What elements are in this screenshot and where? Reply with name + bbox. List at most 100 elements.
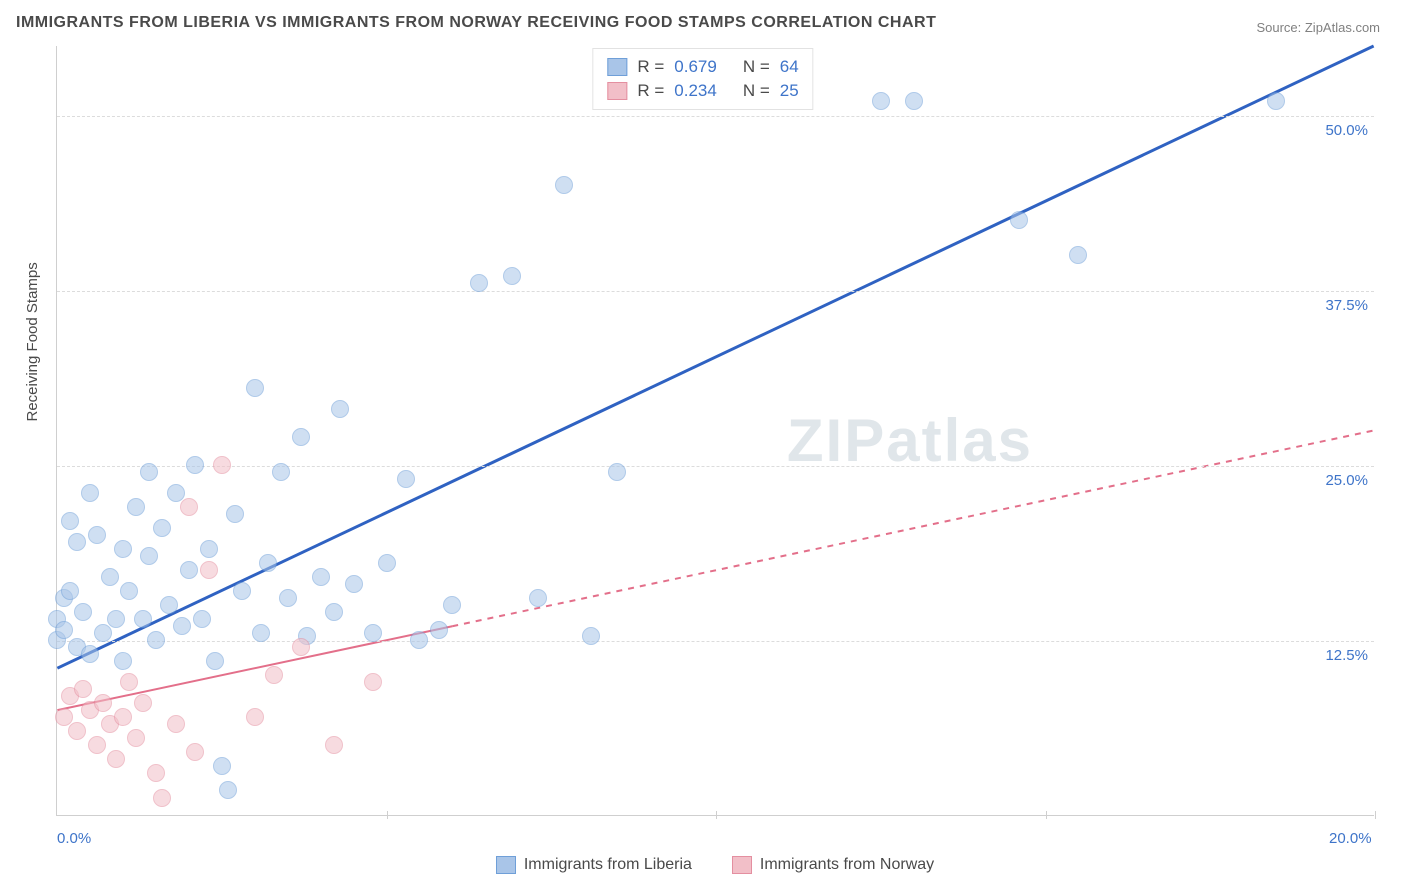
scatter-point-norway [114, 708, 132, 726]
scatter-point-liberia [213, 757, 231, 775]
x-tick-label: 20.0% [1329, 830, 1372, 847]
scatter-point-liberia [61, 512, 79, 530]
scatter-point-liberia [905, 92, 923, 110]
scatter-point-liberia [555, 176, 573, 194]
gridline [57, 641, 1374, 642]
trend-lines-layer [57, 46, 1374, 815]
x-tick [1046, 811, 1047, 819]
scatter-point-norway [180, 498, 198, 516]
scatter-point-liberia [430, 621, 448, 639]
y-tick-label: 50.0% [1325, 122, 1368, 139]
scatter-point-liberia [312, 568, 330, 586]
scatter-point-liberia [582, 627, 600, 645]
scatter-point-norway [200, 561, 218, 579]
legend-swatch [607, 58, 627, 76]
scatter-point-liberia [134, 610, 152, 628]
scatter-point-liberia [153, 519, 171, 537]
scatter-point-liberia [397, 470, 415, 488]
scatter-point-liberia [200, 540, 218, 558]
scatter-point-liberia [114, 652, 132, 670]
scatter-point-liberia [180, 561, 198, 579]
scatter-point-liberia [140, 547, 158, 565]
scatter-point-liberia [470, 274, 488, 292]
scatter-point-liberia [443, 596, 461, 614]
y-tick-label: 12.5% [1325, 647, 1368, 664]
chart-title: IMMIGRANTS FROM LIBERIA VS IMMIGRANTS FR… [16, 14, 936, 32]
scatter-point-norway [107, 750, 125, 768]
scatter-point-liberia [193, 610, 211, 628]
stat-n-label: N = [743, 57, 770, 77]
y-tick-label: 25.0% [1325, 472, 1368, 489]
stats-row-norway: R = 0.234N = 25 [607, 79, 798, 103]
scatter-point-norway [134, 694, 152, 712]
stat-r-label: R = [637, 57, 664, 77]
scatter-point-liberia [147, 631, 165, 649]
scatter-point-liberia [81, 645, 99, 663]
scatter-point-liberia [1267, 92, 1285, 110]
scatter-point-norway [213, 456, 231, 474]
scatter-point-liberia [81, 484, 99, 502]
legend-label: Immigrants from Liberia [524, 856, 692, 874]
scatter-point-liberia [68, 533, 86, 551]
scatter-plot: ZIPatlas 12.5%25.0%37.5%50.0%0.0%20.0% [56, 46, 1374, 816]
scatter-point-norway [186, 743, 204, 761]
scatter-point-liberia [101, 568, 119, 586]
correlation-stats-box: R = 0.679N = 64R = 0.234N = 25 [592, 48, 813, 110]
scatter-point-liberia [292, 428, 310, 446]
scatter-point-liberia [345, 575, 363, 593]
scatter-point-liberia [173, 617, 191, 635]
scatter-point-liberia [1010, 211, 1028, 229]
scatter-point-liberia [410, 631, 428, 649]
legend-swatch [496, 856, 516, 874]
scatter-point-liberia [127, 498, 145, 516]
stat-r-label: R = [637, 81, 664, 101]
scatter-point-liberia [114, 540, 132, 558]
stat-n-value: 25 [780, 81, 799, 101]
scatter-point-liberia [1069, 246, 1087, 264]
stats-row-liberia: R = 0.679N = 64 [607, 55, 798, 79]
scatter-point-norway [88, 736, 106, 754]
legend: Immigrants from Liberia Immigrants from N… [56, 856, 1374, 874]
scatter-point-liberia [107, 610, 125, 628]
scatter-point-norway [265, 666, 283, 684]
scatter-point-norway [246, 708, 264, 726]
scatter-point-norway [127, 729, 145, 747]
scatter-point-liberia [226, 505, 244, 523]
scatter-point-liberia [529, 589, 547, 607]
x-tick [1375, 811, 1376, 819]
legend-item-liberia: Immigrants from Liberia [496, 856, 692, 874]
scatter-point-liberia [88, 526, 106, 544]
scatter-point-liberia [279, 589, 297, 607]
trend-line [452, 431, 1373, 627]
scatter-point-liberia [331, 400, 349, 418]
x-tick [387, 811, 388, 819]
scatter-point-norway [364, 673, 382, 691]
legend-item-norway: Immigrants from Norway [732, 856, 934, 874]
scatter-point-liberia [74, 603, 92, 621]
scatter-point-liberia [272, 463, 290, 481]
scatter-point-norway [74, 680, 92, 698]
gridline [57, 291, 1374, 292]
scatter-point-liberia [61, 582, 79, 600]
legend-swatch [732, 856, 752, 874]
y-axis-label: Receiving Food Stamps [24, 262, 41, 421]
x-tick-label: 0.0% [57, 830, 91, 847]
scatter-point-norway [94, 694, 112, 712]
scatter-point-liberia [246, 379, 264, 397]
scatter-point-liberia [252, 624, 270, 642]
scatter-point-norway [153, 789, 171, 807]
scatter-point-liberia [94, 624, 112, 642]
scatter-point-norway [120, 673, 138, 691]
scatter-point-liberia [378, 554, 396, 572]
scatter-point-liberia [872, 92, 890, 110]
scatter-point-liberia [364, 624, 382, 642]
scatter-point-norway [167, 715, 185, 733]
legend-label: Immigrants from Norway [760, 856, 934, 874]
gridline [57, 116, 1374, 117]
scatter-point-liberia [233, 582, 251, 600]
y-tick-label: 37.5% [1325, 297, 1368, 314]
stat-r-value: 0.679 [674, 57, 717, 77]
scatter-point-norway [325, 736, 343, 754]
scatter-point-liberia [160, 596, 178, 614]
scatter-point-norway [292, 638, 310, 656]
